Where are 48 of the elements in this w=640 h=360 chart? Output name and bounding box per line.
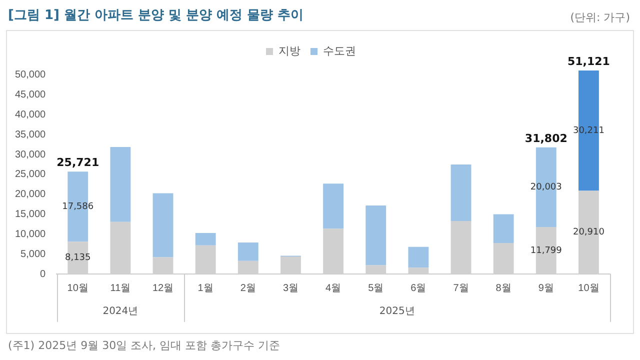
bar bbox=[450, 164, 472, 222]
bar bbox=[110, 147, 131, 222]
y-tick-label: 50,000 bbox=[14, 70, 46, 81]
y-tick-label: 40,000 bbox=[14, 110, 46, 121]
x-tick-label: 4월 bbox=[326, 282, 342, 294]
y-tick-label: 25,000 bbox=[14, 169, 46, 180]
total-label: 51,121 bbox=[567, 54, 610, 68]
data-label: 20,003 bbox=[530, 182, 562, 193]
x-tick-label: 1월 bbox=[198, 282, 214, 294]
bar bbox=[366, 206, 386, 266]
x-tick-label: 10월 bbox=[67, 282, 88, 294]
data-label: 20,910 bbox=[572, 228, 605, 238]
x-tick-label: 7월 bbox=[453, 282, 469, 294]
y-tick-label: 0 bbox=[40, 268, 46, 280]
x-tick-label: 6월 bbox=[410, 282, 426, 294]
legend-label: 수도권 bbox=[323, 46, 356, 58]
text: (단위: 가구) bbox=[570, 10, 630, 25]
bar bbox=[408, 246, 429, 268]
bar bbox=[152, 193, 174, 258]
x-tick-label: 11월 bbox=[110, 282, 131, 294]
y-tick-label: 10,000 bbox=[14, 228, 46, 240]
text: (주1) 2025년 9월 30일 조사, 임대 포함 총가구수 기준 bbox=[8, 338, 280, 353]
bar bbox=[323, 184, 344, 229]
x-tick-label: 2월 bbox=[240, 282, 256, 294]
chart-title: [그림 1] 월간 아파트 분양 및 분양 예정 물량 추이 bbox=[8, 7, 304, 24]
x-tick-label: 12월 bbox=[152, 282, 174, 294]
legend-label: 지방 bbox=[278, 46, 300, 58]
y-tick-label: 30,000 bbox=[14, 149, 46, 160]
bar bbox=[195, 233, 216, 246]
y-tick-label: 15,000 bbox=[14, 209, 46, 220]
data-label: 11,799 bbox=[530, 246, 562, 256]
data-label: 8,135 bbox=[64, 253, 91, 264]
data-label: 17,586 bbox=[62, 202, 94, 212]
x-tick-label: 8월 bbox=[496, 282, 512, 294]
y-tick-label: 5,000 bbox=[20, 248, 46, 260]
total-label: 25,721 bbox=[56, 156, 100, 169]
bar bbox=[493, 214, 514, 243]
x-tick-label: 3월 bbox=[282, 282, 299, 294]
x-tick-label: 10월 bbox=[578, 282, 600, 294]
text: 2024년 bbox=[102, 305, 140, 318]
y-tick-label: 45,000 bbox=[14, 90, 46, 101]
total-label: 31,802 bbox=[524, 132, 568, 145]
text: 2025년 bbox=[378, 305, 416, 318]
x-tick-label: 5월 bbox=[368, 282, 384, 294]
y-tick-label: 35,000 bbox=[14, 129, 46, 140]
y-tick-label: 20,000 bbox=[14, 189, 46, 200]
bar bbox=[238, 242, 258, 261]
x-tick-label: 9월 bbox=[538, 282, 554, 294]
